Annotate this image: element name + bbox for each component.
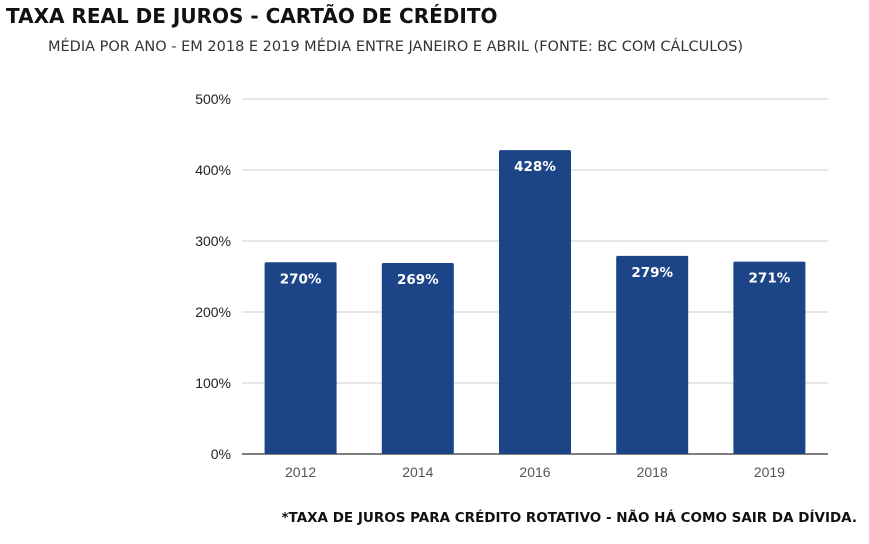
x-category-label: 2019 <box>754 464 785 480</box>
bar-data-labels: 270% 269% 428% 279% 271% <box>280 159 791 288</box>
bar-2012 <box>264 262 337 454</box>
x-category-label: 2012 <box>285 464 316 480</box>
x-category-label: 2014 <box>402 464 433 480</box>
y-axis-tick-labels: 0% 100% 200% 300% 400% 500% <box>195 91 231 462</box>
bar-value-label: 271% <box>749 271 791 287</box>
y-tick-label: 100% <box>195 375 231 391</box>
y-tick-label: 400% <box>195 162 231 178</box>
bar-value-label: 279% <box>631 265 673 281</box>
x-axis-category-labels: 2012 2014 2016 2018 2019 <box>285 464 785 480</box>
x-category-label: 2016 <box>519 464 550 480</box>
bars <box>264 150 806 454</box>
y-tick-label: 200% <box>195 304 231 320</box>
bar-2016 <box>499 150 571 454</box>
bar-value-label: 428% <box>514 159 556 175</box>
bar-value-label: 270% <box>280 271 322 287</box>
y-tick-label: 0% <box>211 446 231 462</box>
x-category-label: 2018 <box>637 464 668 480</box>
footnote: *TAXA DE JUROS PARA CRÉDITO ROTATIVO - N… <box>281 510 857 526</box>
bar-value-label: 269% <box>397 272 439 288</box>
chart-subtitle: MÉDIA POR ANO - EM 2018 E 2019 MÉDIA ENT… <box>48 39 744 55</box>
bar-2014 <box>381 263 454 454</box>
chart-title: TAXA REAL DE JUROS - CARTÃO DE CRÉDITO <box>6 4 498 28</box>
bar-2018 <box>616 255 689 454</box>
y-tick-label: 300% <box>195 233 231 249</box>
y-tick-label: 500% <box>195 91 231 107</box>
bar-2019 <box>733 261 806 454</box>
